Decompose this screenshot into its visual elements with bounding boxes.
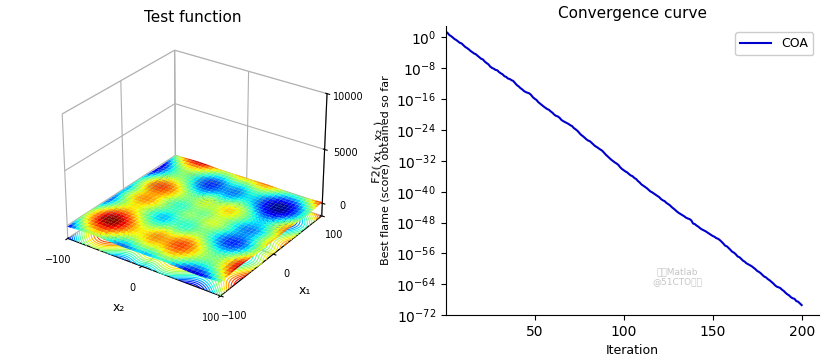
COA: [457, 41, 467, 46]
COA: [537, 103, 547, 107]
COA: [797, 303, 807, 307]
X-axis label: Iteration: Iteration: [606, 344, 659, 358]
Y-axis label: x₁: x₁: [299, 284, 311, 297]
COA: [442, 30, 452, 35]
Line: COA: COA: [447, 33, 802, 305]
Title: Test function: Test function: [144, 10, 241, 25]
COA: [508, 79, 518, 83]
COA: [779, 289, 789, 293]
X-axis label: x₂: x₂: [113, 301, 125, 314]
COA: [464, 47, 474, 52]
Text: 天亮Matlab
@51CTO博客: 天亮Matlab @51CTO博客: [653, 267, 702, 286]
COA: [766, 280, 776, 284]
Y-axis label: Best flame (score) obtained so far: Best flame (score) obtained so far: [380, 76, 391, 265]
Legend: COA: COA: [735, 32, 813, 55]
Title: Convergence curve: Convergence curve: [558, 5, 707, 21]
